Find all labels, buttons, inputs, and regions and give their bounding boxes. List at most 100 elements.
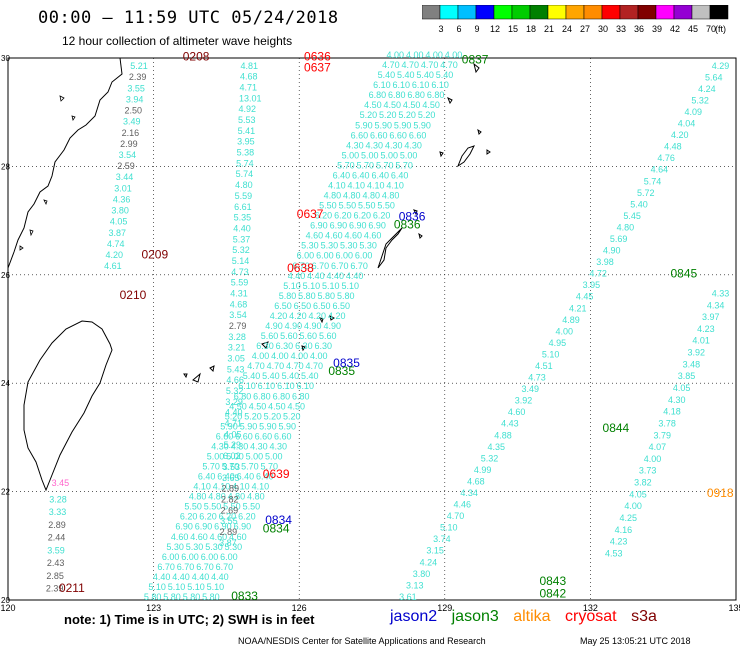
swh-value-dense: 5.40 [282, 371, 300, 381]
colorbar-tick-label: 70 [706, 24, 716, 34]
swh-value-dense: 6.70 [177, 562, 195, 572]
swh-value-dense: 4.40 [346, 271, 364, 281]
swh-value: 3.73 [639, 466, 657, 476]
swh-value-dense: 6.20 [238, 512, 256, 522]
swh-value-dense: 6.70 [331, 261, 349, 271]
swh-value: 2.89 [222, 484, 240, 494]
swh-value-dense: 6.40 [391, 170, 409, 180]
swh-value: 4.01 [692, 336, 710, 346]
swh-value-dense: 4.50 [268, 401, 286, 411]
swh-value-dense: 4.80 [382, 191, 400, 201]
swh-value-dense: 4.10 [348, 180, 366, 190]
swh-value: 4.05 [224, 429, 242, 439]
pass-time-label: 0837 [462, 52, 489, 66]
swh-value-dense: 5.60 [300, 331, 318, 341]
axis-labels: 120 123 126 129 132 135 30 28 26 24 22 20 [0, 54, 740, 613]
swh-value: 4.04 [678, 119, 696, 129]
swh-value-dense: 5.10 [283, 281, 301, 291]
swh-value-dense: 6.90 [330, 221, 348, 231]
swh-value-dense: 4.50 [229, 401, 247, 411]
swh-value-dense: 6.70 [312, 261, 330, 271]
pass-time-label: 0639 [263, 467, 290, 481]
swh-value: 3.82 [634, 478, 652, 488]
swh-value-dense: 5.60 [280, 331, 298, 341]
swh-value: 4.43 [501, 419, 519, 429]
swh-value-dense: 5.20 [264, 411, 282, 421]
okinawa-island [377, 227, 403, 269]
swh-value-dense: 5.00 [361, 150, 379, 160]
swh-value: 3.87 [219, 538, 237, 548]
swh-value-dense: 4.10 [328, 180, 346, 190]
swh-value-dense: 6.90 [195, 522, 213, 532]
swh-value: 2.43 [47, 558, 65, 568]
swh-value: 4.16 [615, 525, 633, 535]
swh-value-dense: 6.10 [277, 381, 295, 391]
china-islands [19, 95, 76, 251]
pass-time-label: 0636 [304, 50, 331, 64]
swh-value-dense: 6.10 [258, 381, 276, 391]
swh-value-dense: 6.40 [198, 472, 216, 482]
ryukyu-islands [183, 62, 491, 383]
swh-value: 2.85 [46, 571, 64, 581]
swh-value-dense: 4.00 [291, 351, 309, 361]
swh-value: 4.80 [235, 180, 253, 190]
swh-value: 4.99 [474, 465, 492, 475]
swh-value-dense: 5.50 [223, 502, 241, 512]
swh-value-dense: 5.70 [241, 462, 259, 472]
colorbar-tick-label: 27 [580, 24, 590, 34]
swh-value-dense: 6.20 [315, 211, 333, 221]
swh-value-dense: 6.40 [333, 170, 351, 180]
swh-value: 3.97 [702, 312, 720, 322]
legend-jason3: jason3 [451, 608, 499, 625]
lon-tick-label: 126 [292, 603, 307, 613]
swh-value-dense: 4.80 [208, 492, 226, 502]
swh-value: 5.37 [233, 234, 251, 244]
swh-value-dense: 4.00 [252, 351, 270, 361]
swh-value: 4.60 [508, 407, 526, 417]
swh-value-dense: 5.00 [380, 150, 398, 160]
lat-tick-label: 20 [1, 596, 10, 605]
pass-time-label: 0845 [670, 267, 697, 281]
swh-value-dense: 4.30 [366, 140, 384, 150]
swh-value-dense: 4.40 [172, 572, 190, 582]
footer-credit: NOAA/NESDIS Center for Satellite Applica… [238, 636, 486, 646]
satellite-legend: jason2 jason3 altika cryosat s3a [390, 608, 667, 626]
swh-value-dense: 5.80 [279, 291, 297, 301]
swh-value: 4.46 [454, 500, 472, 510]
swh-value: 5.41 [238, 126, 256, 136]
swh-value-dense: 4.60 [171, 532, 189, 542]
swh-value: 3.49 [521, 384, 539, 394]
swh-value: 4.48 [664, 142, 682, 152]
swh-value-dense: 4.80 [343, 191, 361, 201]
swh-value: 3.48 [683, 359, 701, 369]
swh-value: 2.39 [46, 584, 64, 594]
swh-value: 4.29 [712, 61, 730, 71]
swh-value-dense: 6.50 [274, 301, 292, 311]
swh-value-dense: 5.20 [283, 411, 301, 421]
map-subtitle: 12 hour collection of altimeter wave hei… [62, 34, 293, 48]
colorbar-swatch [709, 5, 729, 20]
pass-time-label: 0836 [399, 210, 426, 224]
swh-value-dense: 4.00 [271, 351, 289, 361]
swh-value: 4.09 [685, 107, 703, 117]
swh-value-dense: 4.30 [211, 441, 229, 451]
swh-value-dense: 5.70 [337, 160, 355, 170]
swh-value-dense: 5.70 [395, 160, 413, 170]
legend-altika: altika [513, 608, 551, 625]
swh-value-dense: 5.80 [183, 592, 201, 602]
swh-value: 4.53 [605, 548, 623, 558]
swh-value-dense: 4.60 [364, 231, 382, 241]
swh-value: 3.15 [426, 546, 444, 556]
colorbar-legend: 3 6 9 12 15 18 21 24 27 30 33 36 39 42 45 70(ft) [422, 5, 729, 34]
swh-value-dense: 4.40 [288, 271, 306, 281]
swh-value: 4.05 [673, 383, 691, 393]
amami-island [456, 145, 475, 168]
swh-value-dense: 6.60 [389, 130, 407, 140]
swh-value: 3.44 [116, 172, 134, 182]
swh-value-dense: 6.70 [196, 562, 214, 572]
swh-value-dense: 5.90 [394, 120, 412, 130]
swh-value-dense: 4.70 [286, 361, 304, 371]
swh-value-dense: 5.10 [341, 281, 359, 291]
swh-value: 2.79 [229, 321, 247, 331]
colorbar-tick-label: 33 [616, 24, 626, 34]
